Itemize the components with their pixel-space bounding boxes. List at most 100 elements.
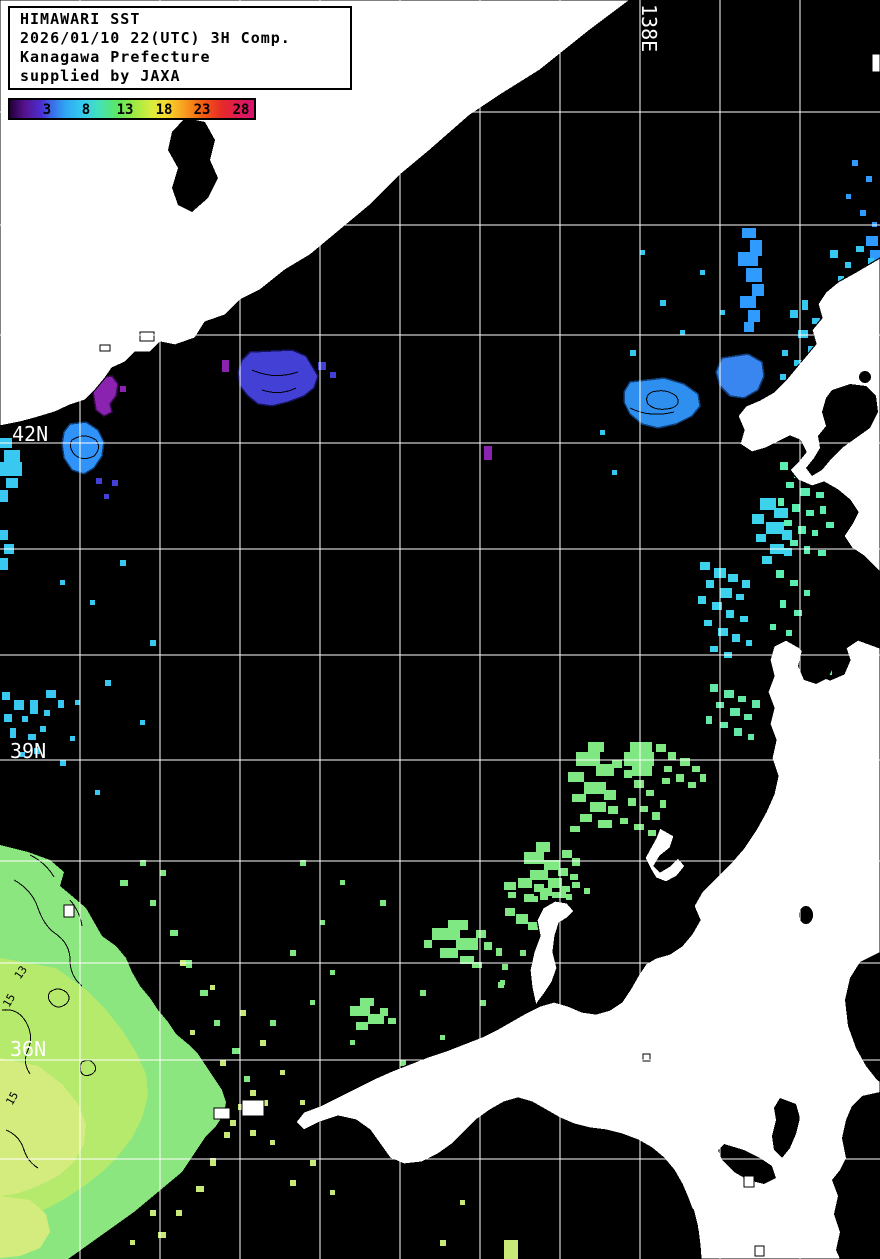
cyan-left-edge	[6, 478, 18, 488]
aqua-coast-honshu-nw	[710, 646, 718, 652]
lake-khanka	[168, 118, 218, 212]
sst-yellow-sw2	[0, 1196, 50, 1258]
aqua-coast-honshu-nw	[698, 596, 706, 604]
yellowgreen-specks-sw	[330, 1190, 335, 1195]
sagami-bay	[718, 1144, 776, 1184]
aqua-coast-hokkaido-s	[780, 600, 786, 608]
cyan-left-edge	[20, 752, 25, 757]
green-specks-mid	[500, 980, 505, 985]
green-band-noto-ne	[472, 962, 482, 968]
green-band-mid	[630, 742, 652, 754]
yellowgreen-specks-sw	[260, 1040, 266, 1046]
aqua-coast-honshu-nw	[728, 574, 738, 582]
green-band-noto-ne	[516, 914, 528, 924]
aqua-coast-honshu-nw	[766, 522, 784, 534]
info-datetime: 2026/01/10 22(UTC) 3H Comp.	[20, 29, 291, 47]
tokyo-bay	[772, 1098, 800, 1158]
yellowgreen-specks-sw	[440, 1240, 446, 1246]
green-band-noto-ne	[432, 928, 460, 940]
sst-blueviolet-blob	[237, 349, 319, 407]
green-band-mid	[664, 766, 672, 772]
island	[754, 1245, 765, 1257]
aqua-coast-honshu-nw	[718, 628, 728, 636]
yellowgreen-specks-sw	[310, 1160, 316, 1166]
green-band-niigata	[504, 882, 516, 890]
aqua-coast-honshu-nw	[762, 556, 772, 564]
green-coast-aomori	[724, 690, 734, 698]
yellowgreen-specks-sw	[224, 1132, 230, 1138]
green-band-mid	[572, 794, 586, 802]
blue-specks-near-blob	[112, 480, 118, 486]
blue-specks-near-blob	[318, 362, 326, 370]
green-band-noto-ne	[440, 948, 458, 958]
green-band-noto-ne	[356, 1022, 368, 1030]
cyan-specks-top-mid	[630, 350, 636, 356]
aqua-coast-honshu-nw	[784, 548, 792, 556]
green-band-mid	[628, 798, 636, 806]
aqua-coast-hokkaido-s	[790, 540, 798, 546]
dodger-column-ne	[742, 228, 756, 238]
yellowgreen-specks-sw	[250, 1130, 256, 1136]
purple-specks	[222, 360, 229, 372]
colorbar-tick-13: 13	[116, 102, 134, 118]
aqua-coast-honshu-nw	[720, 588, 732, 598]
toyama-bay	[556, 940, 640, 1004]
aqua-coast-honshu-nw	[712, 602, 722, 610]
sst-colorbar: 3 8 13 18 23 28	[8, 98, 256, 120]
cyan-left-edge	[28, 734, 36, 740]
island	[241, 1099, 265, 1117]
green-specks-mid	[350, 1040, 355, 1045]
aqua-coast-honshu-nw	[782, 530, 792, 540]
green-band-mid	[680, 758, 690, 766]
cyan-hokkaido-coast	[856, 246, 864, 252]
green-band-mid	[632, 766, 652, 776]
aqua-coast-hokkaido-s	[804, 546, 810, 554]
green-band-mid	[584, 782, 606, 794]
green-band-niigata	[558, 868, 568, 876]
cyan-left-edge	[60, 580, 65, 585]
aqua-coast-honshu-nw	[732, 634, 740, 642]
aqua-coast-hokkaido-s	[816, 492, 824, 498]
aqua-coast-honshu-nw	[756, 534, 766, 542]
green-specks-mid	[200, 990, 208, 996]
dodger-column-ne	[744, 322, 754, 332]
dodger-column-ne	[746, 268, 762, 282]
green-specks-mid	[140, 860, 146, 866]
yellowgreen-specks-sw	[158, 1232, 166, 1238]
island	[644, 827, 686, 883]
blue-specks-near-blob	[330, 372, 336, 378]
island	[213, 1107, 231, 1120]
aqua-coast-hokkaido-s	[778, 498, 784, 506]
green-band-noto-ne	[496, 948, 502, 956]
green-band-niigata	[556, 892, 566, 898]
cyan-left-edge	[90, 600, 95, 605]
green-coast-aomori	[710, 684, 718, 692]
lake-biwa	[510, 1152, 538, 1236]
yellowgreen-specks-sw	[190, 1030, 195, 1035]
sst-contour-line	[251, 369, 299, 376]
green-band-niigata	[572, 882, 580, 888]
cyan-left-edge	[46, 690, 56, 698]
seto-6	[310, 1200, 326, 1210]
seto-3	[262, 1236, 280, 1248]
green-specks-mid	[380, 900, 386, 906]
noto-peninsula	[529, 900, 575, 1008]
cyan-left-edge	[40, 726, 46, 732]
dodger-column-ne	[852, 160, 858, 166]
green-band-mid	[676, 774, 684, 782]
lat-label-42N: 42N	[12, 422, 48, 446]
seto-2	[284, 1224, 306, 1238]
green-band-niigata	[570, 874, 578, 880]
aqua-coast-honshu-nw	[742, 580, 750, 588]
green-specks-mid	[420, 990, 426, 996]
sst-contour-line	[5, 1129, 39, 1169]
aqua-coast-hokkaido-s	[776, 570, 784, 578]
aqua-coast-hokkaido-s	[792, 504, 800, 512]
yellowgreen-specks-sw	[130, 1240, 135, 1245]
yellowgreen-specks-sw	[504, 1240, 518, 1259]
green-band-mid	[604, 790, 616, 800]
cyan-hokkaido-coast	[838, 276, 844, 282]
green-coast-aomori	[738, 696, 746, 702]
